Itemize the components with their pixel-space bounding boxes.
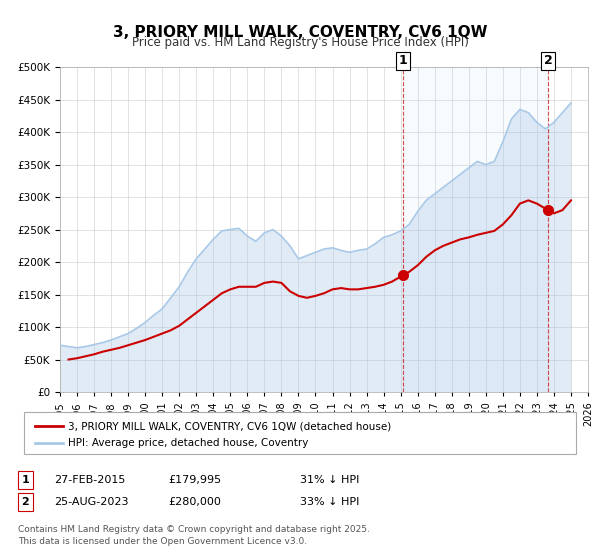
Bar (403, 67, 548, 392)
Text: £179,995: £179,995 (168, 475, 221, 485)
Text: 27-FEB-2015: 27-FEB-2015 (54, 475, 125, 485)
Text: 3, PRIORY MILL WALK, COVENTRY, CV6 1QW: 3, PRIORY MILL WALK, COVENTRY, CV6 1QW (113, 25, 487, 40)
Text: 1: 1 (22, 475, 29, 485)
Text: £280,000: £280,000 (168, 497, 221, 507)
Text: 31% ↓ HPI: 31% ↓ HPI (300, 475, 359, 485)
Text: 3, PRIORY MILL WALK, COVENTRY, CV6 1QW (detached house): 3, PRIORY MILL WALK, COVENTRY, CV6 1QW (… (68, 421, 391, 431)
Text: 1: 1 (399, 54, 407, 67)
Text: HPI: Average price, detached house, Coventry: HPI: Average price, detached house, Cove… (68, 438, 308, 448)
Text: Contains HM Land Registry data © Crown copyright and database right 2025.
This d: Contains HM Land Registry data © Crown c… (18, 525, 370, 546)
Text: 2: 2 (544, 54, 553, 67)
Text: 2: 2 (22, 497, 29, 507)
Text: 33% ↓ HPI: 33% ↓ HPI (300, 497, 359, 507)
FancyBboxPatch shape (24, 412, 576, 454)
Text: 25-AUG-2023: 25-AUG-2023 (54, 497, 128, 507)
Text: Price paid vs. HM Land Registry's House Price Index (HPI): Price paid vs. HM Land Registry's House … (131, 36, 469, 49)
